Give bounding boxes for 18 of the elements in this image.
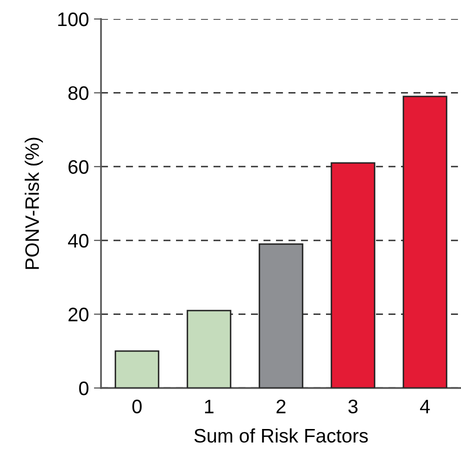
- y-axis-title: PONV-Risk (%): [24, 138, 43, 269]
- y-tick-label: 20: [68, 308, 88, 322]
- y-tick-label: 60: [68, 160, 88, 174]
- x-tick-label: 2: [276, 400, 286, 414]
- y-tick-label: 40: [68, 234, 88, 248]
- y-tick-label: 80: [68, 86, 88, 100]
- y-tick-label: 100: [58, 12, 88, 26]
- bar: [258, 243, 304, 388]
- x-tick-label: 0: [132, 400, 142, 414]
- x-tick-label: 4: [420, 400, 430, 414]
- y-tick-label: 0: [79, 381, 88, 396]
- x-tick-label: 1: [205, 400, 214, 414]
- x-tick-label: 3: [348, 400, 358, 414]
- bar: [330, 162, 376, 388]
- bar: [114, 350, 160, 388]
- x-axis-title: Sum of Risk Factors: [194, 428, 368, 443]
- bar: [186, 310, 232, 388]
- bar: [402, 96, 448, 388]
